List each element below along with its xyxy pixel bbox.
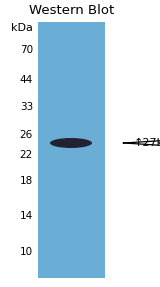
Text: 18: 18	[20, 176, 33, 186]
Text: kDa: kDa	[11, 23, 33, 33]
Text: 70: 70	[20, 45, 33, 55]
Ellipse shape	[50, 138, 92, 148]
Text: 22: 22	[20, 150, 33, 160]
Text: ↑27kDa: ↑27kDa	[134, 138, 160, 148]
Text: Western Blot: Western Blot	[29, 3, 115, 16]
Text: 33: 33	[20, 102, 33, 112]
Text: 44: 44	[20, 75, 33, 85]
Text: 10: 10	[20, 247, 33, 257]
Bar	[38, 22, 105, 278]
Text: 14: 14	[20, 211, 33, 221]
Text: 26: 26	[20, 130, 33, 140]
